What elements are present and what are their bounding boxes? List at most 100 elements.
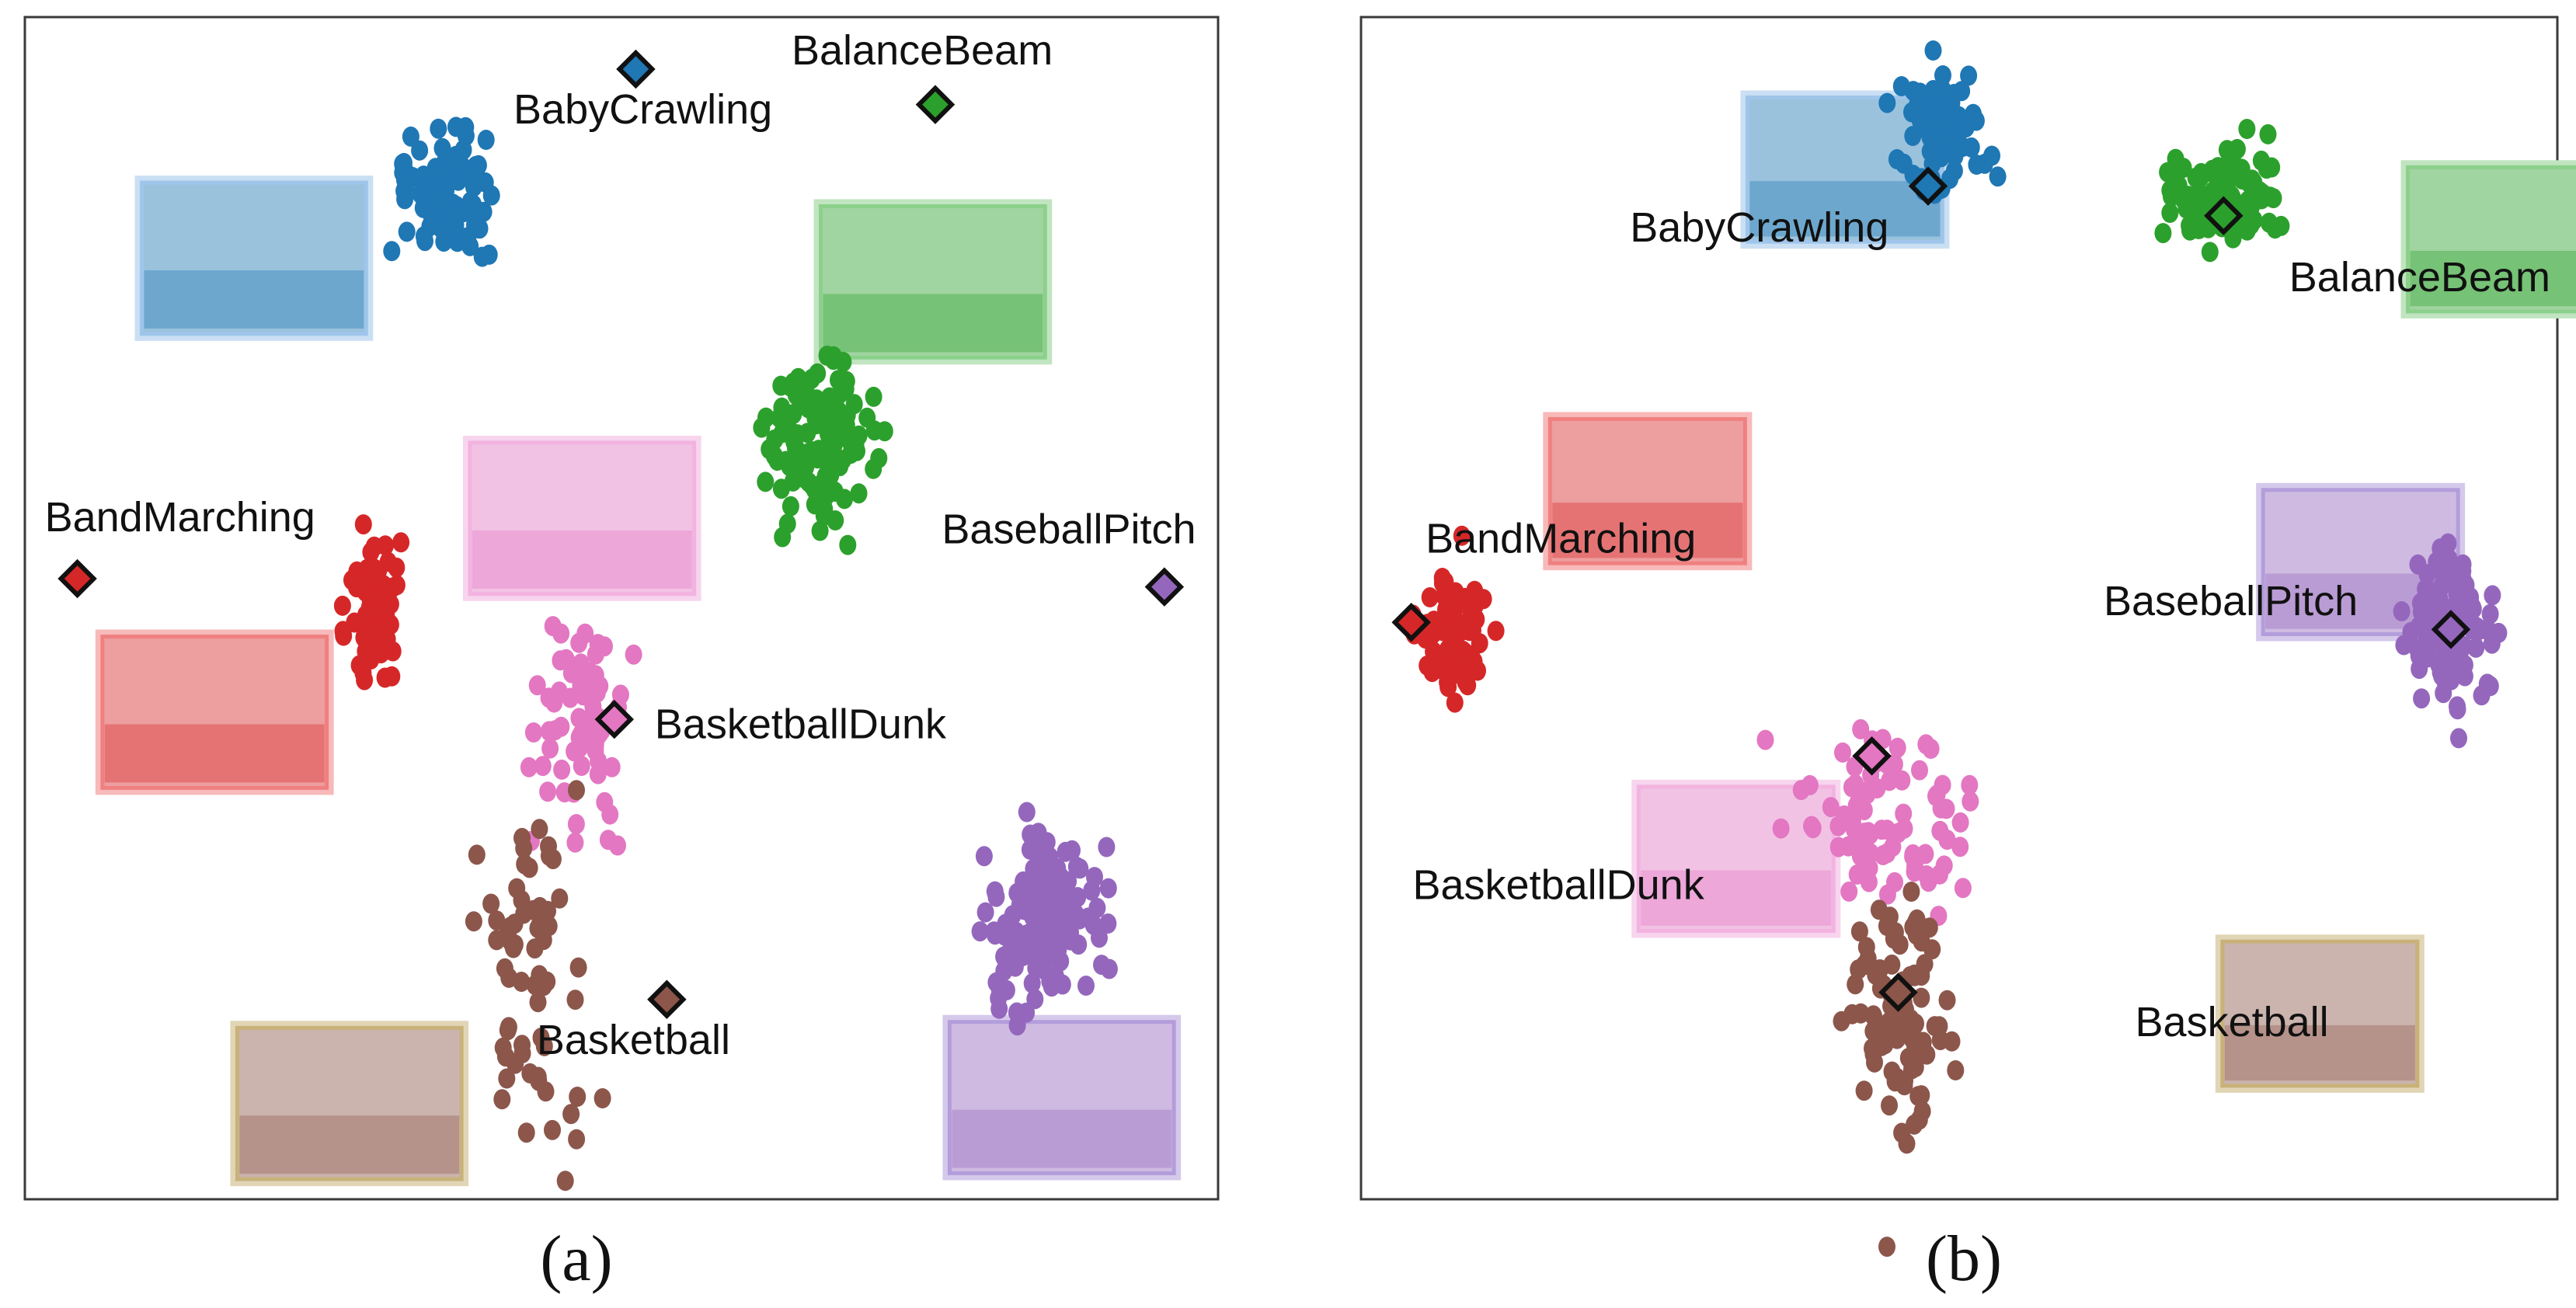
basketball-point: [531, 896, 548, 917]
band-marching-point: [1443, 593, 1460, 614]
basketball-point: [568, 1129, 586, 1150]
basketball-point: [562, 1104, 580, 1125]
baby-crawling-point: [1989, 166, 2007, 187]
band-marching-point: [1471, 633, 1488, 654]
band-marching-thumbnail: [95, 629, 334, 795]
baseball-pitch-point: [1040, 943, 1058, 964]
basketball-dunk-point: [528, 675, 546, 696]
baseball-pitch-point: [2412, 601, 2430, 622]
basketball-point: [493, 1089, 511, 1110]
basketball-dunk-point: [1888, 737, 1906, 758]
balance-beam-point: [771, 407, 788, 428]
baseball-pitch-label: BaseballPitch: [2104, 578, 2358, 624]
panel-b-labels: BabyCrawling BalanceBeam BandMarching Baseb…: [1412, 204, 2550, 1045]
basketball-point: [1947, 1060, 1965, 1080]
basketball-dunk-point: [571, 737, 589, 758]
baby-crawling-point: [1976, 153, 1993, 174]
baseball-pitch-thumbnail: [942, 1014, 1182, 1181]
baseball-pitch-point: [2464, 599, 2482, 619]
balance-beam-point: [757, 471, 775, 492]
baby-crawling-label: BabyCrawling: [1630, 204, 1888, 251]
baseball-pitch-point: [1069, 887, 1087, 907]
baby-crawling-point: [431, 190, 449, 210]
balance-beam-point: [2257, 158, 2275, 179]
basketball-dunk-point: [1834, 742, 1851, 763]
basketball-dunk-point: [1954, 878, 1972, 899]
baby-crawling-point: [1878, 92, 1896, 113]
balance-beam-point: [2259, 123, 2277, 144]
basketball-dunk-point: [544, 616, 562, 637]
basketball-dunk-point: [601, 804, 619, 825]
panel-a-caption: (a): [540, 1223, 612, 1295]
baseball-pitch-point: [2413, 688, 2431, 709]
basketball-dunk-point: [524, 722, 542, 743]
baby-crawling-point: [415, 226, 433, 247]
baby-crawling-point: [1921, 141, 1939, 162]
baseball-pitch-point: [2484, 585, 2501, 606]
panel-a-thumbnails: [95, 176, 1182, 1187]
baseball-pitch-point: [1043, 912, 1061, 933]
balance-beam-prototype-marker: [915, 85, 956, 124]
baby-crawling-point: [1924, 40, 1942, 61]
basketball-point: [1850, 921, 1868, 942]
band-marching-point: [354, 514, 372, 535]
panel-a-prototypes: [57, 49, 1185, 1020]
baby-crawling-point: [1960, 65, 1978, 86]
panel-a: BabyCrawling BalanceBeam BandMarching Baseb…: [23, 16, 1220, 1295]
basketball-dunk-point: [1962, 791, 1979, 812]
band-marching-thumbnail: [1543, 412, 1753, 571]
balance-beam-point: [858, 407, 876, 428]
basketball-point: [1885, 928, 1902, 949]
baby-crawling-point: [1945, 84, 1963, 104]
balance-beam-point: [838, 405, 856, 426]
band-marching-label: BandMarching: [1426, 516, 1696, 562]
baby-crawling-point: [402, 126, 419, 147]
basketball-dunk-point: [625, 644, 642, 665]
balance-beam-point: [2226, 155, 2244, 176]
basketball-point: [468, 844, 486, 865]
balance-beam-point: [788, 461, 806, 482]
band-marching-point: [335, 625, 353, 646]
baseball-pitch-point: [1060, 924, 1078, 944]
basketball-point: [1871, 959, 1888, 979]
baseball-pitch-point: [1018, 802, 1036, 823]
basketball-dunk-thumbnail: [462, 435, 701, 601]
basketball-point: [1920, 917, 1938, 938]
baseball-pitch-point: [2456, 655, 2473, 676]
baseball-pitch-point: [1027, 958, 1045, 979]
baseball-pitch-point: [2484, 623, 2501, 644]
balance-beam-point: [766, 429, 784, 450]
basketball-dunk-label: BasketballDunk: [655, 701, 947, 747]
basketball-dunk-point: [1829, 837, 1847, 858]
basketball-dunk-point: [1935, 855, 1953, 876]
baby-crawling-point: [1904, 126, 1922, 146]
baseball-pitch-point: [1086, 867, 1103, 888]
band-marching-point: [1446, 626, 1464, 647]
basketball-dunk-point: [541, 738, 559, 759]
basketball-point: [496, 958, 513, 979]
baseball-pitch-point: [2417, 579, 2435, 600]
basketball-dunk-point: [603, 757, 621, 777]
balance-beam-point: [785, 404, 802, 424]
balance-beam-point: [811, 520, 829, 541]
basketball-dunk-point: [566, 832, 584, 853]
baby-crawling-point: [477, 130, 495, 150]
basketball-dunk-point: [539, 781, 557, 802]
basketball-label: Basketball: [537, 1017, 730, 1063]
baby-crawling-point: [433, 218, 451, 239]
basketball-point: [1875, 1027, 1893, 1047]
basketball-point: [488, 930, 506, 951]
panel-a-points: [333, 117, 1118, 1191]
basketball-point: [1906, 1114, 1923, 1135]
basketball-dunk-point: [1772, 818, 1790, 839]
basketball-dunk-point: [1860, 871, 1878, 892]
balance-beam-point: [839, 534, 857, 555]
basketball-dunk-point: [550, 681, 568, 702]
basketball-point: [504, 938, 522, 958]
baseball-pitch-point: [2435, 683, 2452, 704]
baseball-pitch-point: [990, 988, 1008, 1009]
baby-crawling-label: BabyCrawling: [513, 86, 772, 133]
baby-crawling-prototype-marker: [1908, 166, 1948, 206]
basketball-point: [594, 1088, 611, 1108]
